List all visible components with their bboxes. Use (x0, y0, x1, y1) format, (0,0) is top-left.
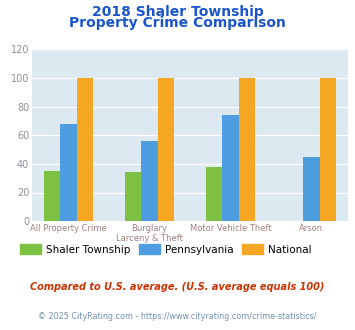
Text: 2018 Shaler Township: 2018 Shaler Township (92, 5, 263, 19)
Bar (206, 167, 222, 221)
Bar (239, 78, 255, 221)
Bar (141, 141, 158, 221)
Text: © 2025 CityRating.com - https://www.cityrating.com/crime-statistics/: © 2025 CityRating.com - https://www.city… (38, 312, 317, 321)
Bar (320, 78, 336, 221)
Bar (222, 115, 239, 221)
Text: Compared to U.S. average. (U.S. average equals 100): Compared to U.S. average. (U.S. average … (30, 282, 325, 292)
Bar (77, 78, 93, 221)
Bar (125, 173, 141, 221)
Bar (303, 157, 320, 221)
Bar (158, 78, 174, 221)
Bar (44, 171, 60, 221)
Legend: Shaler Township, Pennsylvania, National: Shaler Township, Pennsylvania, National (16, 240, 316, 259)
Text: Property Crime Comparison: Property Crime Comparison (69, 16, 286, 30)
Bar (60, 124, 77, 221)
